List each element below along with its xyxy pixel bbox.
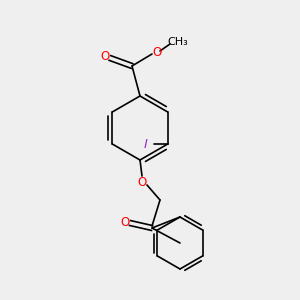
Text: O: O xyxy=(137,176,147,188)
Text: O: O xyxy=(152,46,162,59)
Text: CH₃: CH₃ xyxy=(168,37,188,47)
Text: O: O xyxy=(120,217,130,230)
Text: O: O xyxy=(100,50,109,64)
Text: I: I xyxy=(144,137,148,151)
